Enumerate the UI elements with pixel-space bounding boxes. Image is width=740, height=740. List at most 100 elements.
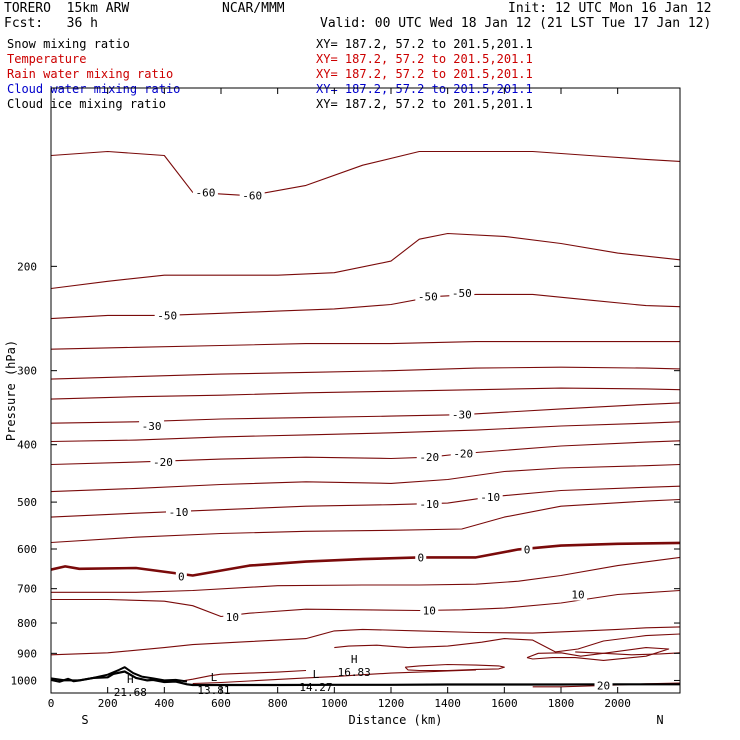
x-tick-label: 1200 — [378, 697, 405, 710]
contour-label-bg — [569, 588, 587, 601]
field-xy-range: XY= 187.2, 57.2 to 201.5,201.1 — [316, 37, 533, 51]
isotherm-line — [51, 626, 680, 656]
field-xy-range: XY= 187.2, 57.2 to 201.5,201.1 — [316, 82, 533, 96]
y-axis-title: Pressure (hPa) — [4, 340, 18, 441]
contour-label: -30 — [142, 420, 162, 433]
contour-label-bg — [415, 551, 427, 564]
north-label: N — [656, 713, 663, 727]
contour-label: -60 — [242, 190, 262, 203]
rain-contour-line — [192, 669, 477, 685]
contour-label-bg — [239, 189, 265, 202]
y-tick-label: 400 — [17, 439, 37, 452]
x-tick-label: 1000 — [321, 697, 348, 710]
rain-contours — [178, 633, 680, 685]
extremum-value: 21.68 — [114, 686, 147, 699]
contour-label-bg — [594, 679, 613, 692]
y-tick-label: 600 — [17, 543, 37, 556]
low-marker: L — [211, 671, 218, 684]
contour-label-bg — [192, 186, 218, 199]
isotherm-line — [51, 556, 680, 593]
field-name: Temperature — [7, 52, 87, 66]
contour-label: -10 — [169, 506, 189, 519]
contour-label-bg — [154, 309, 180, 322]
contour-labels: -60 -60 -50 -50 -50 -30 -30 -20 -20 -20 -10 -10 -10 0… — [139, 186, 613, 693]
x-tick-label: 1400 — [434, 697, 461, 710]
contour-label-bg — [420, 604, 439, 617]
forecast-hour: Fcst: 36 h — [4, 16, 98, 31]
contour-label: 0 — [417, 551, 424, 564]
field-xy-range: XY= 187.2, 57.2 to 201.5,201.1 — [316, 52, 533, 66]
field-name: Snow mixing ratio — [7, 37, 130, 51]
isotherm-line — [51, 293, 680, 320]
contour-label: -50 — [452, 287, 472, 300]
extremum-value: 16.83 — [338, 666, 371, 679]
isotherm-line — [51, 150, 680, 197]
x-tick-label: 0 — [48, 697, 55, 710]
x-tick-label: 2000 — [604, 697, 631, 710]
x-tick-label: 800 — [268, 697, 288, 710]
plot-frame — [50, 87, 681, 694]
y-tick-label: 1000 — [11, 674, 38, 687]
rain-contour-line — [178, 669, 307, 683]
y-tick-label: 300 — [17, 365, 37, 378]
contour-label: -30 — [452, 409, 472, 422]
contour-label-bg — [166, 506, 191, 519]
isotherm-line — [51, 387, 680, 400]
terrain-path — [51, 670, 680, 687]
contour-label-bg — [139, 420, 165, 433]
init-time: Init: 12 UTC Mon 16 Jan 12 — [508, 1, 712, 16]
contour-label-bg — [450, 447, 476, 460]
contour-label: -20 — [153, 456, 173, 469]
isotherm-line — [51, 485, 680, 518]
isotherm-line — [51, 366, 680, 380]
contour-label: 10 — [423, 605, 436, 618]
contour-label-bg — [477, 490, 503, 503]
x-tick-label: 1600 — [491, 697, 518, 710]
contour-label-bg — [223, 611, 242, 624]
isotherm-line — [51, 440, 680, 466]
organization: NCAR/MMM — [222, 1, 285, 16]
isotherm-line — [51, 402, 680, 424]
contour-label-bg — [449, 287, 475, 300]
contour-label: -10 — [480, 491, 500, 504]
contour-label: -60 — [195, 186, 215, 199]
rain-contour-line — [334, 633, 680, 653]
rain-contour-line — [404, 663, 505, 672]
contour-label: -50 — [157, 309, 177, 322]
field-name: Rain water mixing ratio — [7, 67, 174, 81]
contour-label: -10 — [419, 498, 439, 511]
x-tick-label: 600 — [211, 697, 231, 710]
contour-label: -20 — [419, 451, 439, 464]
south-label: S — [81, 713, 88, 727]
axes: 0 200 400 600 800 1000 1200 1400 1600 1800 2000200… — [4, 88, 680, 727]
x-tick-label: 1800 — [548, 697, 575, 710]
isotherm-line — [51, 341, 680, 350]
model-name: TORERO 15km ARW — [4, 1, 130, 16]
high-marker: H — [351, 653, 358, 666]
rain-contour-line — [526, 647, 670, 661]
contour-label: 20 — [597, 680, 610, 693]
field-name: Cloud water mixing ratio — [7, 82, 181, 96]
isotherm-line — [51, 421, 680, 443]
contour-label: 0 — [178, 571, 185, 584]
low-marker: L — [313, 668, 320, 681]
isotherm-line — [51, 498, 680, 544]
contour-label-bg — [449, 408, 475, 421]
field-xy-range: XY= 187.2, 57.2 to 201.5,201.1 — [316, 97, 533, 111]
contour-label-bg — [150, 456, 176, 469]
isotherm-line — [51, 232, 680, 290]
valid-time: Valid: 00 UTC Wed 18 Jan 12 (21 LST Tue … — [320, 16, 712, 31]
high-marker: H — [127, 673, 134, 686]
isotherm-0-line — [51, 541, 680, 577]
rain-contour-line — [575, 651, 680, 656]
isotherm-line — [51, 463, 680, 493]
field-name: Cloud ice mixing ratio — [7, 97, 166, 111]
contour-label: -20 — [453, 448, 473, 461]
contour-label-bg — [175, 570, 187, 583]
isotherm-line — [51, 589, 680, 618]
y-tick-label: 700 — [17, 583, 37, 596]
contour-label: 10 — [571, 588, 584, 601]
